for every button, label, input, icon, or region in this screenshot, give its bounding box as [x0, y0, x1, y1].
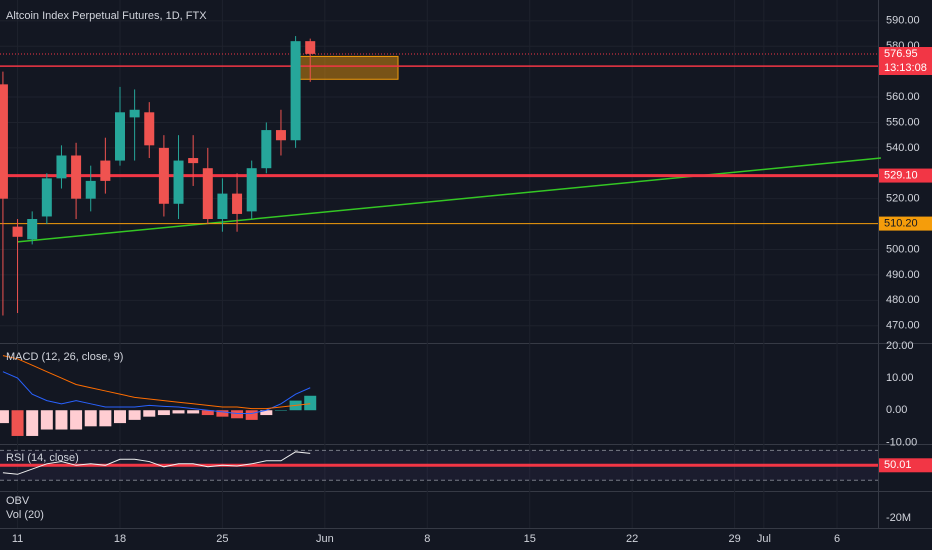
x-tick-label: 15: [524, 533, 536, 545]
candle-body: [0, 84, 8, 199]
x-tick-label: 29: [728, 533, 740, 545]
obv-title: OBV: [6, 495, 30, 507]
price-tag: [879, 216, 932, 231]
price-tag-label: 50.01: [884, 459, 912, 471]
histogram-bar: [70, 410, 83, 430]
candle-body: [100, 160, 111, 181]
price-tag-label: 576.95: [884, 48, 918, 60]
candle-body: [144, 112, 155, 146]
histogram-bar: [260, 410, 273, 416]
histogram-bar: [172, 410, 185, 414]
price-tag-label: 529.10: [884, 169, 918, 181]
histogram-bar: [245, 410, 258, 420]
countdown-tag: [879, 60, 932, 75]
y-tick-label: -20M: [886, 512, 911, 524]
candle-body: [246, 168, 257, 212]
x-tick-label: Jun: [316, 533, 334, 545]
x-tick-label: 18: [114, 533, 126, 545]
candle-body: [27, 219, 38, 240]
candle-body: [188, 158, 199, 164]
histogram-bar: [128, 410, 141, 420]
histogram-bar: [304, 395, 317, 411]
candle-body: [173, 160, 184, 204]
y-tick-label: 10.00: [886, 372, 914, 384]
histogram-bar: [99, 410, 112, 427]
x-tick-label: 6: [834, 533, 840, 545]
candle-body: [202, 168, 213, 220]
y-tick-label: 470.00: [886, 320, 920, 332]
y-tick-label: 590.00: [886, 15, 920, 27]
y-tick-label: 560.00: [886, 91, 920, 103]
candle-body: [41, 178, 52, 217]
y-tick-label: 20.00: [886, 340, 914, 352]
y-tick-label: 490.00: [886, 269, 920, 281]
histogram-bar: [40, 410, 53, 430]
price-tag: [879, 458, 932, 473]
candle-body: [217, 193, 228, 220]
y-tick-label: 500.00: [886, 243, 920, 255]
trendline: [17, 157, 881, 243]
candle-body: [158, 147, 169, 204]
histogram-bar: [26, 410, 39, 436]
price-tag-label: 510.20: [884, 217, 918, 229]
histogram-bar: [201, 410, 214, 416]
y-tick-label: -10.00: [886, 436, 917, 448]
y-tick-label: 540.00: [886, 142, 920, 154]
histogram-bar: [157, 410, 170, 416]
histogram-bar: [84, 410, 97, 427]
y-tick-label: 480.00: [886, 294, 920, 306]
price-tag: [879, 168, 932, 183]
candle-body: [114, 112, 125, 161]
macd-line: [2, 355, 311, 410]
countdown: 13:13:08: [884, 62, 927, 74]
candle-body: [261, 130, 272, 169]
candle-body: [85, 180, 96, 199]
macd-title: MACD (12, 26, close, 9): [6, 351, 123, 363]
rsi-title: RSI (14, close): [6, 452, 79, 464]
vol-title: Vol (20): [6, 509, 44, 521]
candle-body: [305, 41, 316, 54]
macd-line: [2, 371, 311, 414]
histogram-bar: [216, 410, 229, 417]
y-tick-label: 550.00: [886, 116, 920, 128]
histogram-bar: [187, 410, 200, 414]
histogram-bar: [0, 410, 9, 424]
zone: [295, 55, 399, 80]
candle-body: [290, 41, 301, 141]
chart-title: Altcoin Index Perpetual Futures, 1D, FTX: [6, 10, 207, 22]
x-tick-label: 11: [12, 533, 23, 545]
x-tick-label: 25: [216, 533, 228, 545]
price-tag: [879, 46, 932, 61]
histogram-bar: [231, 410, 244, 419]
candle-body: [71, 155, 82, 199]
y-tick-label: 0.00: [886, 404, 907, 416]
x-tick-label: Jul: [757, 533, 771, 545]
histogram-bar: [55, 410, 68, 430]
histogram-bar: [113, 410, 126, 424]
candle-body: [232, 193, 243, 214]
y-tick-label: 520.00: [886, 193, 920, 205]
histogram-bar: [274, 410, 287, 411]
histogram-bar: [11, 410, 24, 436]
candle-body: [56, 155, 67, 179]
candle-body: [275, 130, 286, 141]
x-tick-label: 8: [424, 533, 430, 545]
candle-body: [12, 226, 23, 237]
candle-body: [129, 109, 140, 118]
x-tick-label: 22: [626, 533, 638, 545]
histogram-bar: [143, 410, 156, 417]
rsi-line: [2, 451, 311, 475]
